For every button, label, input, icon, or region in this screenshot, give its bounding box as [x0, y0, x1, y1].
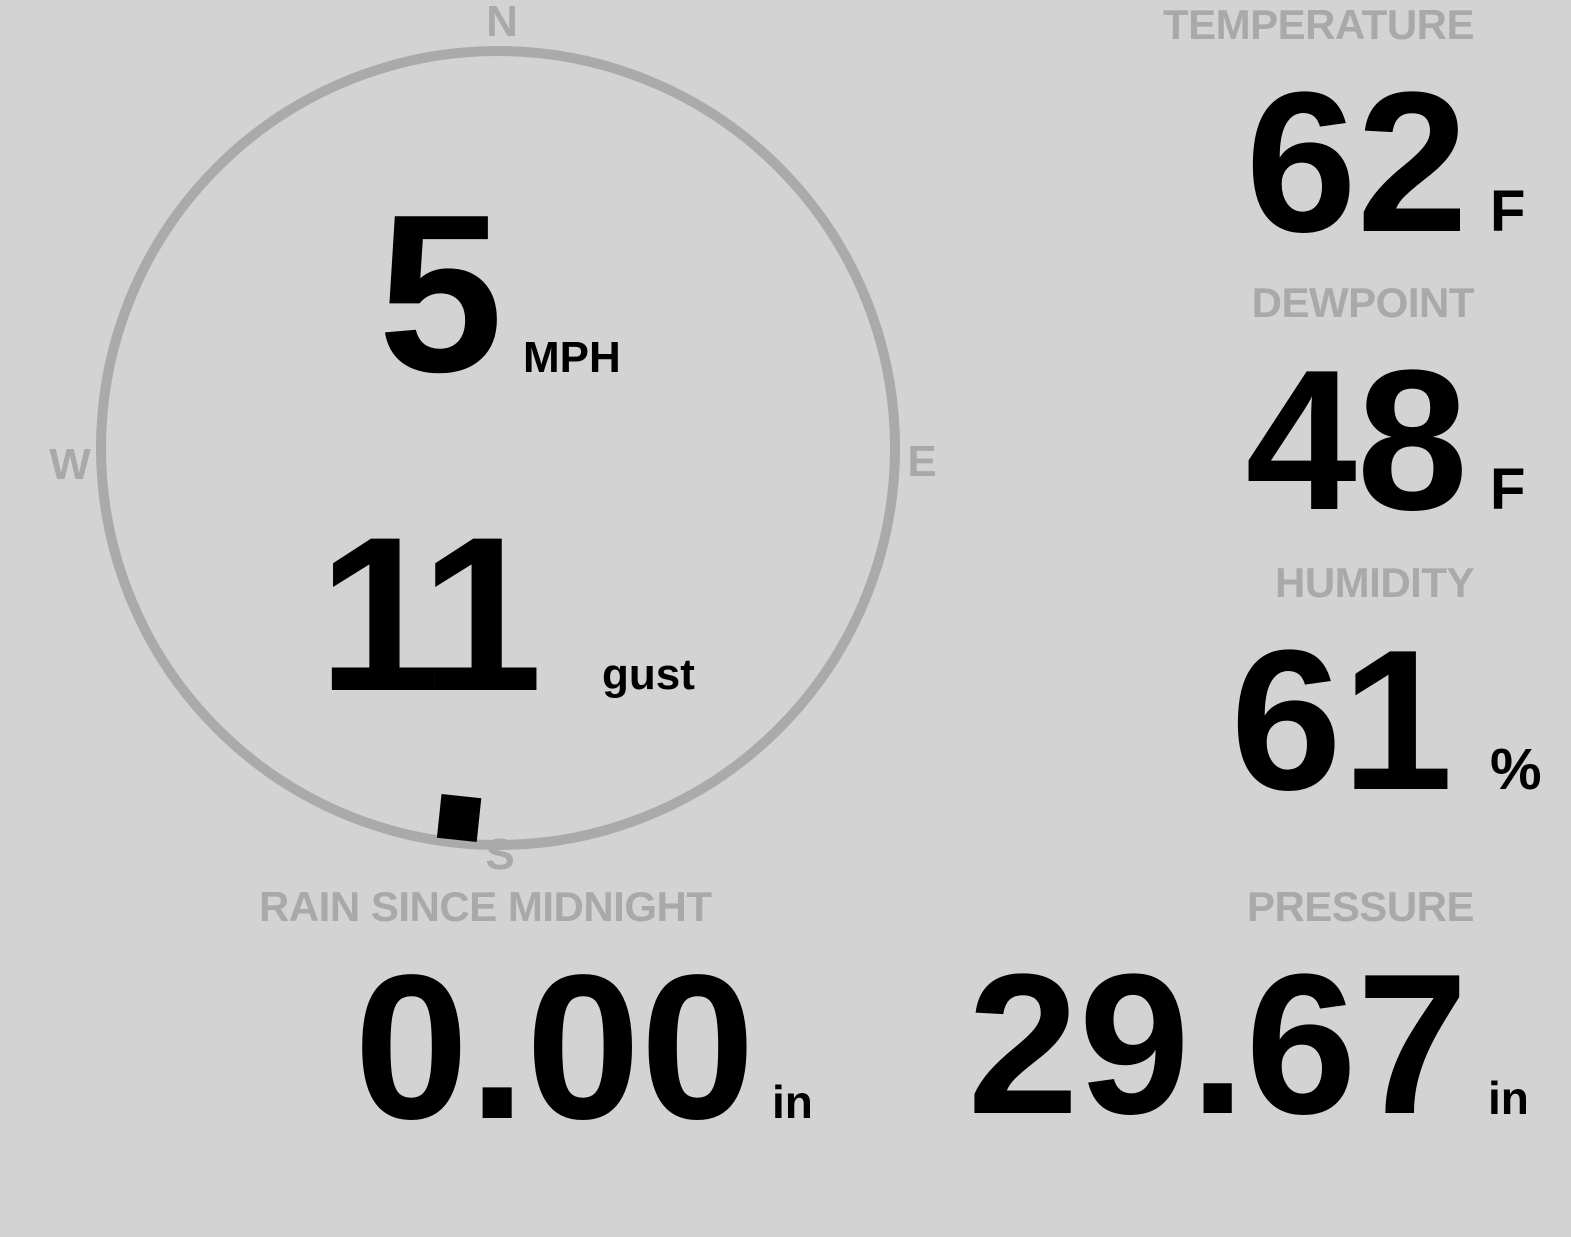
temperature-value: 62	[1245, 51, 1468, 274]
wind-speed-value: 5	[378, 167, 504, 419]
humidity-label: HUMIDITY	[1275, 559, 1475, 606]
wind-gust-label: gust	[602, 650, 695, 699]
compass-south-label: S	[485, 830, 515, 879]
wind-compass	[96, 46, 900, 850]
wind-speed-unit: MPH	[523, 333, 621, 382]
rain-unit: in	[772, 1076, 813, 1128]
dewpoint-unit: F	[1490, 457, 1526, 522]
dewpoint-label: DEWPOINT	[1251, 279, 1475, 326]
pressure-label: PRESSURE	[1246, 883, 1475, 930]
compass-east-label: E	[907, 437, 937, 486]
temperature-label: TEMPERATURE	[1162, 1, 1475, 48]
pressure-value: 29.67	[967, 933, 1469, 1156]
wind-gust-value: 11	[318, 491, 543, 737]
humidity-unit: %	[1490, 737, 1542, 802]
rain-label: RAIN SINCE MIDNIGHT	[259, 883, 712, 930]
compass-west-label: W	[49, 440, 91, 489]
humidity-value: 61	[1230, 609, 1453, 832]
temperature-unit: F	[1490, 179, 1526, 244]
compass-north-label: N	[486, 0, 518, 46]
compass-ring	[96, 46, 900, 850]
pressure-unit: in	[1488, 1072, 1529, 1124]
rain-value: 0.00	[354, 932, 755, 1162]
wind-direction-marker	[436, 794, 482, 842]
dewpoint-value: 48	[1245, 329, 1468, 552]
